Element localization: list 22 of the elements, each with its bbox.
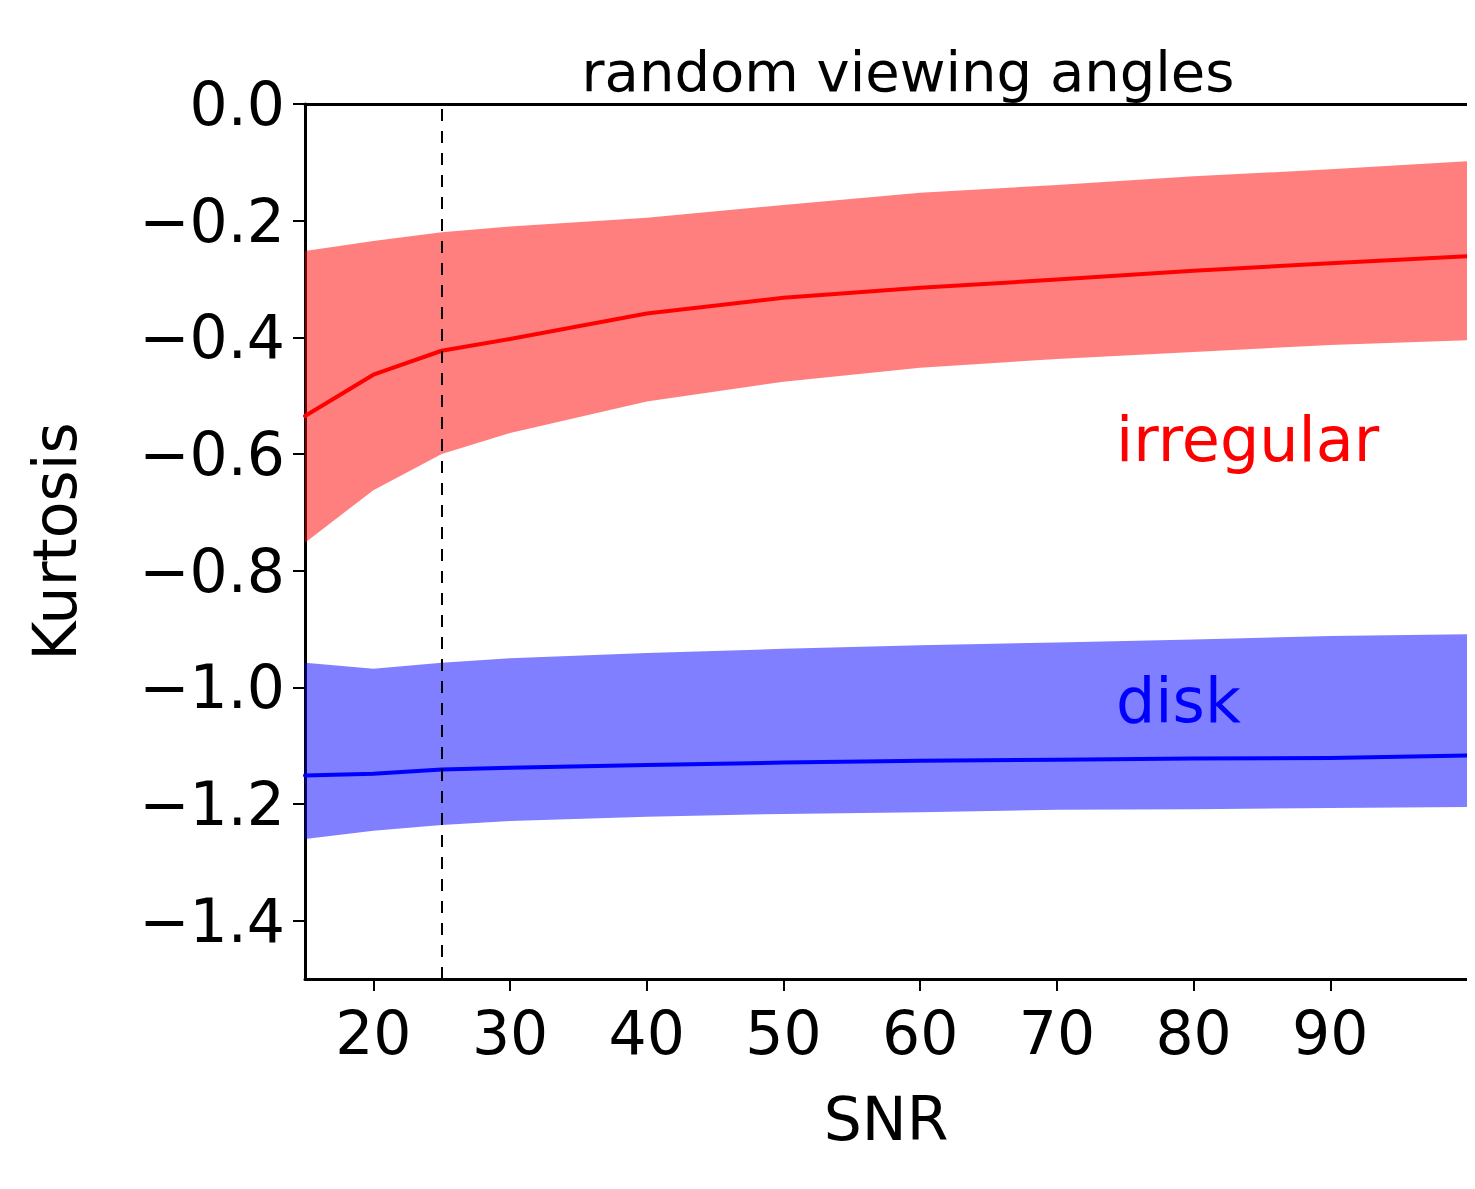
x-tick-label: 80 [1155,998,1232,1068]
x-tick-label: 60 [882,998,959,1068]
y-tick-label: −1.4 [139,885,285,956]
x-axis-title: SNR [823,1084,949,1154]
line-series [303,753,1467,778]
x-tick-label: 50 [745,998,822,1068]
x-tick-label: 20 [335,998,412,1068]
x-tick-label: 70 [1018,998,1096,1068]
y-tick-label: −0.2 [139,185,285,256]
y-tick-label: −1.2 [139,769,285,839]
chart-title: random viewing angles [581,38,1235,104]
text: irregular [1116,403,1380,477]
y-tick-label: 0.0 [189,69,285,139]
y-tick-label: −0.4 [139,302,285,373]
x-tick-label: 30 [471,998,549,1068]
y-tick-label: −0.6 [139,419,285,489]
y-tick-label: −0.8 [139,535,285,606]
x-tick-label: 90 [1292,998,1369,1068]
x-tick-label: 40 [608,998,685,1068]
y-tick-label: −1.0 [139,652,285,723]
series-label: disk [1116,664,1241,738]
y-axis-title: Kurtosis [20,422,90,661]
